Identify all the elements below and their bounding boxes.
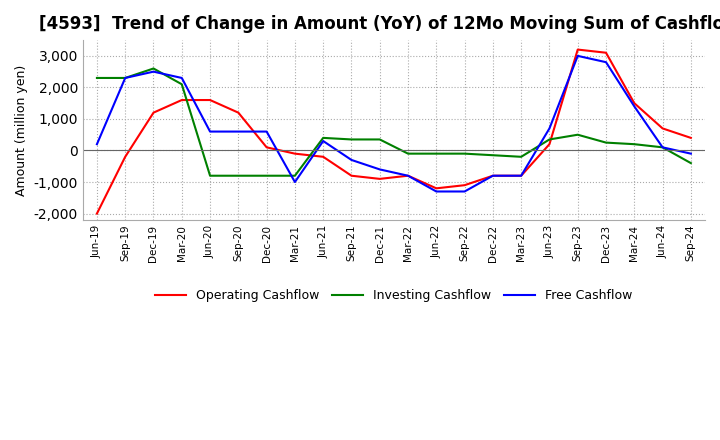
Investing Cashflow [432, 151, 441, 156]
Investing Cashflow [291, 173, 300, 178]
Free Cashflow [347, 158, 356, 163]
Investing Cashflow [573, 132, 582, 137]
Operating Cashflow [262, 145, 271, 150]
Investing Cashflow [206, 173, 215, 178]
Free Cashflow [404, 173, 413, 178]
Investing Cashflow [93, 75, 102, 81]
Investing Cashflow [319, 135, 328, 140]
Operating Cashflow [206, 97, 215, 103]
Investing Cashflow [489, 153, 498, 158]
Investing Cashflow [545, 137, 554, 142]
Free Cashflow [206, 129, 215, 134]
Operating Cashflow [432, 186, 441, 191]
Investing Cashflow [602, 140, 611, 145]
Operating Cashflow [489, 173, 498, 178]
Legend: Operating Cashflow, Investing Cashflow, Free Cashflow: Operating Cashflow, Investing Cashflow, … [150, 284, 638, 307]
Free Cashflow [573, 53, 582, 59]
Operating Cashflow [602, 50, 611, 55]
Free Cashflow [517, 173, 526, 178]
Operating Cashflow [687, 135, 696, 140]
Operating Cashflow [347, 173, 356, 178]
Investing Cashflow [262, 173, 271, 178]
Free Cashflow [291, 180, 300, 185]
Free Cashflow [262, 129, 271, 134]
Operating Cashflow [319, 154, 328, 159]
Investing Cashflow [234, 173, 243, 178]
Investing Cashflow [347, 137, 356, 142]
Free Cashflow [658, 145, 667, 150]
Operating Cashflow [121, 154, 130, 159]
Free Cashflow [177, 75, 186, 81]
Free Cashflow [630, 104, 639, 109]
Investing Cashflow [375, 137, 384, 142]
Operating Cashflow [573, 47, 582, 52]
Free Cashflow [460, 189, 469, 194]
Investing Cashflow [149, 66, 158, 71]
Operating Cashflow [517, 173, 526, 178]
Investing Cashflow [121, 75, 130, 81]
Free Cashflow [149, 69, 158, 74]
Title: [4593]  Trend of Change in Amount (YoY) of 12Mo Moving Sum of Cashflows: [4593] Trend of Change in Amount (YoY) o… [39, 15, 720, 33]
Investing Cashflow [460, 151, 469, 156]
Operating Cashflow [177, 97, 186, 103]
Operating Cashflow [375, 176, 384, 182]
Operating Cashflow [404, 173, 413, 178]
Operating Cashflow [630, 101, 639, 106]
Free Cashflow [121, 75, 130, 81]
Investing Cashflow [658, 145, 667, 150]
Free Cashflow [602, 59, 611, 65]
Free Cashflow [234, 129, 243, 134]
Investing Cashflow [687, 161, 696, 166]
Free Cashflow [432, 189, 441, 194]
Investing Cashflow [630, 142, 639, 147]
Line: Operating Cashflow: Operating Cashflow [97, 50, 691, 213]
Investing Cashflow [517, 154, 526, 159]
Free Cashflow [687, 151, 696, 156]
Free Cashflow [93, 142, 102, 147]
Free Cashflow [375, 167, 384, 172]
Free Cashflow [545, 126, 554, 131]
Operating Cashflow [545, 142, 554, 147]
Operating Cashflow [149, 110, 158, 115]
Line: Investing Cashflow: Investing Cashflow [97, 69, 691, 176]
Operating Cashflow [460, 183, 469, 188]
Operating Cashflow [658, 126, 667, 131]
Free Cashflow [489, 173, 498, 178]
Operating Cashflow [93, 211, 102, 216]
Free Cashflow [319, 139, 328, 144]
Investing Cashflow [177, 82, 186, 87]
Y-axis label: Amount (million yen): Amount (million yen) [15, 64, 28, 196]
Operating Cashflow [291, 151, 300, 156]
Line: Free Cashflow: Free Cashflow [97, 56, 691, 191]
Investing Cashflow [404, 151, 413, 156]
Operating Cashflow [234, 110, 243, 115]
